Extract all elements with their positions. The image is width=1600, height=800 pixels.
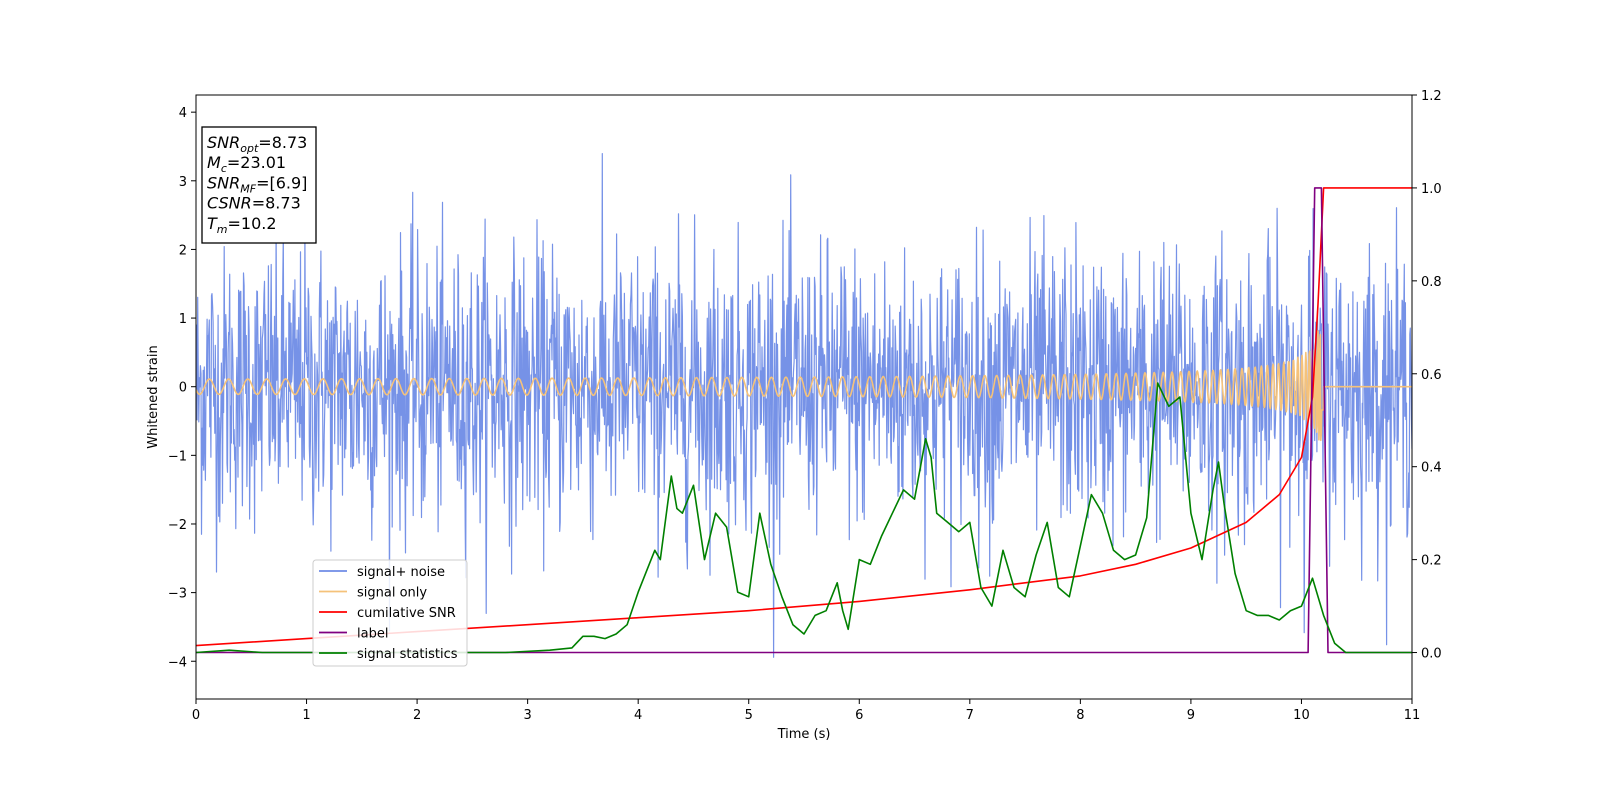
x-tick-label: 6: [855, 708, 863, 723]
y-axis-title: Whitened strain: [146, 345, 161, 448]
x-axis-title: Time (s): [777, 727, 831, 742]
series-cumilative-snr: [196, 187, 1412, 647]
x-tick-label: 10: [1293, 708, 1310, 723]
x-tick-label: 4: [634, 708, 642, 723]
x-tick-label: 1: [302, 708, 310, 723]
y-tick-label: −2: [168, 518, 187, 533]
x-tick-label: 5: [745, 708, 753, 723]
y2-tick-label: 0.2: [1421, 554, 1442, 569]
series-signal-statistics: [196, 382, 1412, 654]
legend-label: signal only: [357, 586, 427, 601]
y-axis-right: 0.0 0.2 0.4 0.6 0.8 1.0 1.2: [1412, 89, 1442, 662]
x-tick-label: 11: [1404, 708, 1421, 723]
y2-tick-label: 0.4: [1421, 461, 1442, 476]
y-tick-label: −4: [168, 655, 187, 670]
series-signal-noise: [196, 153, 1412, 658]
x-tick-label: 7: [966, 708, 974, 723]
y-tick-label: 1: [179, 312, 187, 327]
series-signal-only: [196, 330, 1412, 442]
legend-label: cumilative SNR: [357, 606, 456, 621]
y-tick-label: −1: [168, 449, 187, 464]
series-layer: [196, 153, 1412, 658]
y2-tick-label: 0.8: [1421, 275, 1442, 290]
x-tick-label: 3: [523, 708, 531, 723]
y-tick-label: 2: [179, 243, 187, 258]
y-tick-label: 4: [179, 106, 187, 121]
x-tick-label: 0: [192, 708, 200, 723]
x-tick-label: 9: [1187, 708, 1195, 723]
legend-label: signal statistics: [357, 647, 458, 662]
y2-tick-label: 0.0: [1421, 647, 1442, 662]
x-tick-label: 2: [413, 708, 421, 723]
annotation-line: Mc=23.01: [207, 153, 286, 175]
y2-tick-label: 1.2: [1421, 89, 1442, 104]
legend: signal+ noise signal only cumilative SNR la…: [312, 559, 468, 667]
y2-tick-label: 1.0: [1421, 182, 1442, 197]
y2-tick-label: 0.6: [1421, 368, 1442, 383]
annotation-line: CSNR=8.73: [207, 194, 301, 213]
y-axis-left: −4 −3 −2 −1 0 1 2 3 4: [168, 106, 196, 670]
annotation-line: Tm=10.2: [207, 214, 277, 236]
y-tick-label: 0: [179, 381, 187, 396]
y-tick-label: −3: [168, 587, 187, 602]
annotation-line: SNRMF=[6.9]: [207, 173, 307, 195]
annotation-box: SNRopt=8.73Mc=23.01SNRMF=[6.9]CSNR=8.73T…: [201, 126, 317, 244]
legend-label: label: [357, 627, 388, 642]
plot-frame: [195, 94, 1413, 700]
y-tick-label: 3: [179, 175, 187, 190]
x-axis: 0 1 2 3 4 5 6 7 8 9 10 11: [192, 699, 1420, 723]
x-tick-label: 8: [1076, 708, 1084, 723]
series-label: [196, 187, 1412, 654]
annotation-line: SNRopt=8.73: [207, 133, 307, 155]
legend-label: signal+ noise: [357, 565, 445, 580]
